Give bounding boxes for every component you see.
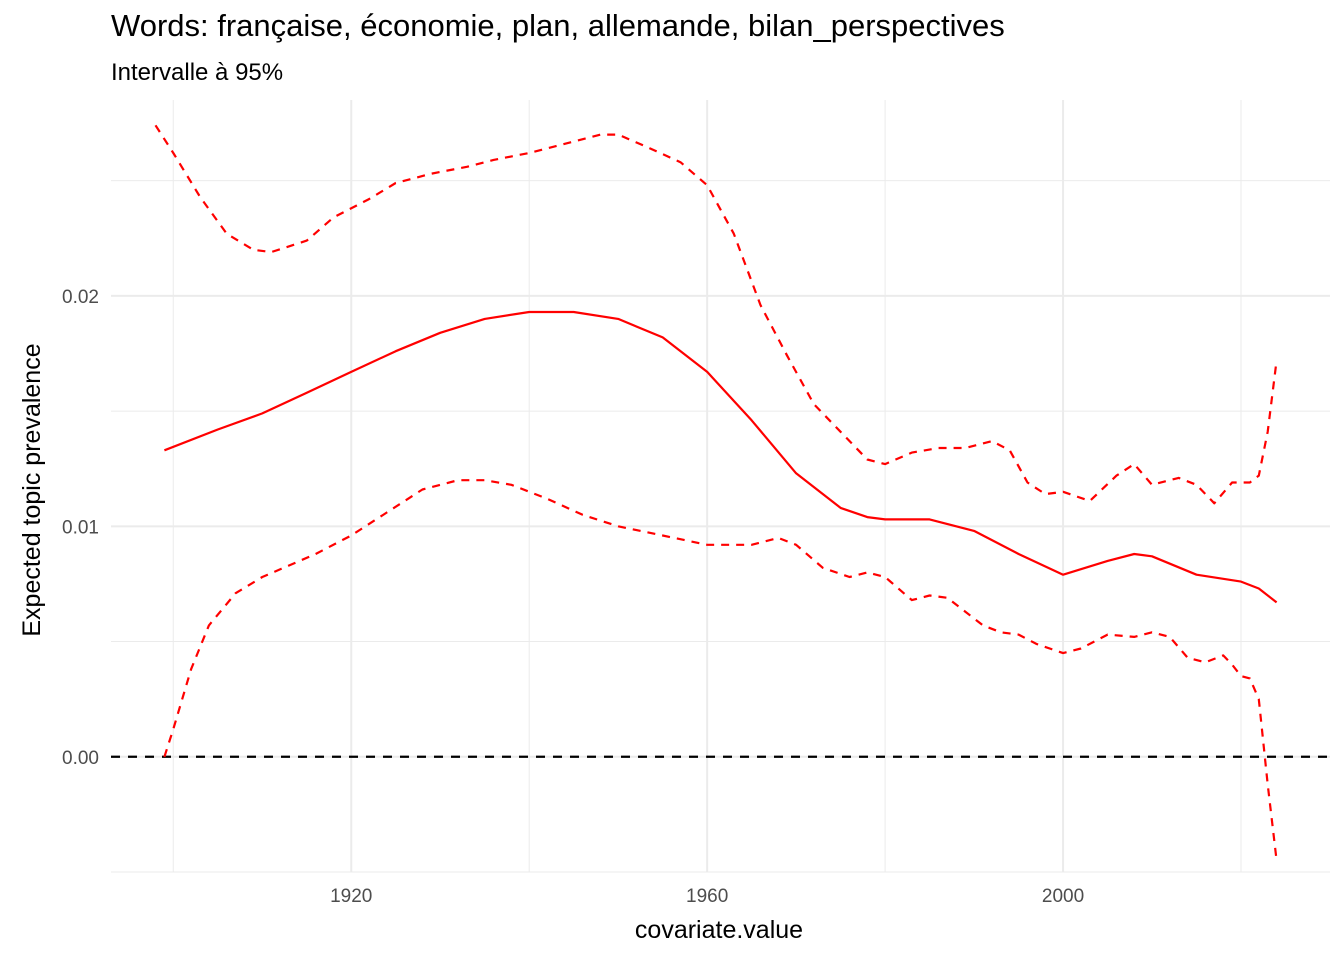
chart-title: Words: française, économie, plan, allema… (111, 8, 1005, 43)
minor-gridlines (111, 100, 1330, 873)
x-tick-label: 2000 (1042, 886, 1084, 907)
x-axis-title: covariate.value (635, 916, 803, 944)
major-gridlines (111, 100, 1330, 872)
y-tick-label: 0.00 (62, 748, 99, 769)
series-layer (154, 124, 1278, 861)
series-line-estimate (164, 310, 1278, 604)
y-tick-label: 0.01 (62, 517, 99, 538)
tick-labels: 1920 1960 2000 0.00 0.01 0.02 (62, 287, 1084, 907)
y-axis-title: Expected topic prevalence (18, 343, 46, 636)
y-tick-label: 0.02 (62, 287, 99, 308)
series-line-lower (163, 479, 1278, 861)
x-tick-label: 1960 (686, 886, 728, 907)
x-tick-label: 1920 (330, 886, 372, 907)
series-line-upper (154, 124, 1278, 505)
chart-subtitle: Intervalle à 95% (111, 59, 284, 86)
